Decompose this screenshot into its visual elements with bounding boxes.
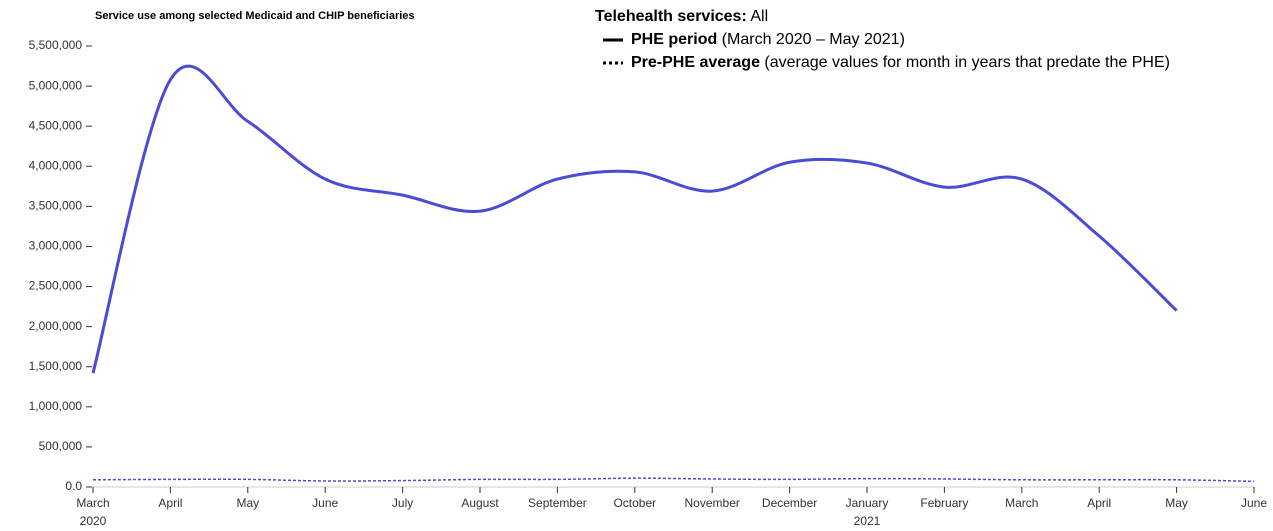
- x-tick-label: November: [685, 496, 740, 510]
- x-tick-label: December: [762, 496, 817, 510]
- y-tick-label: 3,500,000: [29, 199, 83, 213]
- x-tick-label: April: [158, 496, 182, 510]
- x-tick-label: May: [236, 496, 259, 510]
- y-tick-label: 3,000,000: [29, 239, 83, 253]
- legend-entry: Pre-PHE average (average values for mont…: [631, 54, 1170, 71]
- legend-name: Pre-PHE average: [631, 54, 760, 71]
- x-tick-label: October: [613, 496, 656, 510]
- x-tick-label: June: [312, 496, 338, 510]
- x-tick-label: September: [528, 496, 587, 510]
- series-line: [92, 477, 1255, 483]
- legend-title-label: Telehealth services:: [595, 8, 747, 25]
- y-tick-label: 0.0: [65, 479, 82, 493]
- y-tick-label: 4,500,000: [29, 118, 83, 132]
- y-tick-label: 1,500,000: [29, 359, 83, 373]
- legend-description: (March 2020 – May 2021): [722, 31, 905, 48]
- legend-entry: PHE period (March 2020 – May 2021): [631, 31, 905, 48]
- chart-title: Service use among selected Medicaid and …: [95, 10, 415, 22]
- x-tick-label: February: [920, 496, 968, 510]
- legend-description: (average values for month in years that …: [764, 54, 1170, 71]
- y-tick-label: 5,500,000: [29, 38, 83, 52]
- y-tick-label: 4,000,000: [29, 158, 83, 172]
- x-tick-label: March: [1005, 496, 1038, 510]
- legend-title: Telehealth services: All: [595, 8, 768, 25]
- x-tick-label: May: [1165, 496, 1188, 510]
- x-year-label: 2021: [854, 514, 881, 528]
- x-tick-label: August: [461, 496, 499, 510]
- x-tick-label: March: [76, 496, 109, 510]
- x-tick-label: April: [1087, 496, 1111, 510]
- x-tick-label: June: [1241, 496, 1267, 510]
- x-tick-label: January: [846, 496, 889, 510]
- y-tick-label: 1,000,000: [29, 399, 83, 413]
- y-tick-label: 500,000: [39, 439, 83, 453]
- legend-name: PHE period: [631, 31, 717, 48]
- x-year-label: 2020: [80, 514, 107, 528]
- y-tick-label: 2,000,000: [29, 319, 83, 333]
- series-line: [91, 64, 1178, 374]
- legend-subtitle: All: [750, 8, 768, 25]
- x-tick-label: July: [392, 496, 413, 510]
- y-tick-label: 5,000,000: [29, 78, 83, 92]
- y-tick-label: 2,500,000: [29, 279, 83, 293]
